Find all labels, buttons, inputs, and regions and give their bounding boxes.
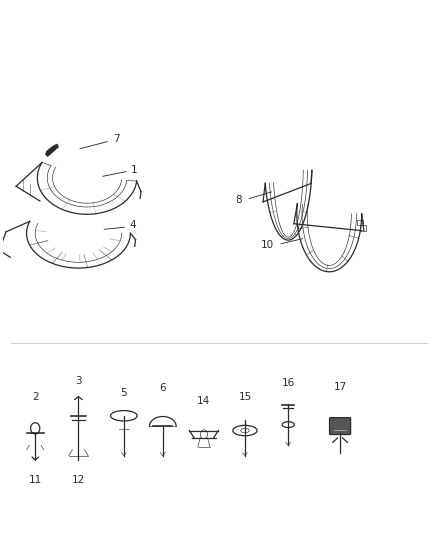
Text: 17: 17: [333, 382, 347, 392]
FancyBboxPatch shape: [329, 418, 351, 434]
Text: 15: 15: [238, 392, 251, 402]
Text: 14: 14: [197, 396, 211, 406]
Text: 11: 11: [28, 475, 42, 485]
Text: 10: 10: [261, 240, 274, 250]
Text: 12: 12: [72, 475, 85, 485]
Text: 7: 7: [113, 134, 120, 144]
Text: 5: 5: [120, 389, 127, 398]
Text: 4: 4: [130, 220, 136, 230]
Text: 3: 3: [75, 376, 82, 386]
Text: 8: 8: [235, 195, 242, 205]
Text: 16: 16: [282, 378, 295, 388]
Text: 2: 2: [32, 392, 39, 402]
Polygon shape: [46, 144, 59, 157]
Text: 6: 6: [159, 383, 166, 393]
Text: 1: 1: [131, 165, 138, 175]
